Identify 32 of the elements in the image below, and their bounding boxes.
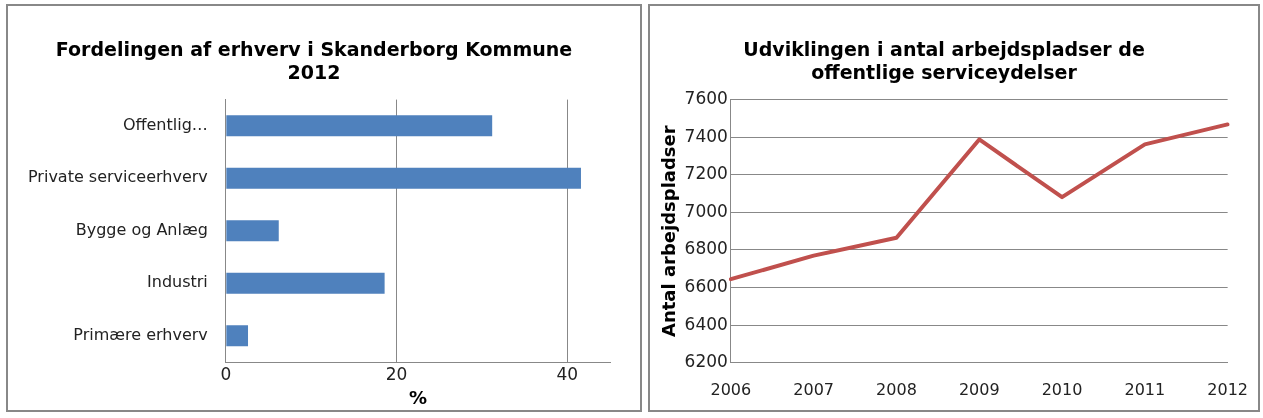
x-tick-label: 0	[220, 363, 232, 384]
x-tick-label: 40	[556, 363, 579, 384]
chart-title: Fordelingen af erhverv i Skanderborg Kommune 2012	[55, 38, 573, 84]
x-axis-title: %	[408, 386, 427, 408]
y-tick-label: 6400	[684, 313, 728, 334]
bar	[226, 325, 249, 347]
y-tick-label: Primære erhverv	[73, 324, 208, 344]
chart-title: Udviklingen i antal arbejdspladser de offentlige serviceydelser	[743, 38, 1145, 84]
x-tick-label: 2011	[1124, 379, 1166, 399]
y-tick-label: Offentlig…	[122, 115, 208, 134]
y-tick-label: 6600	[684, 276, 728, 297]
y-tick-label: 6200	[684, 351, 728, 372]
x-tick-label: 2010	[1041, 379, 1083, 399]
x-tick-label: 2008	[876, 379, 917, 399]
y-tick-label: 6800	[684, 238, 728, 259]
x-tick-label: 20	[385, 363, 408, 384]
x-tick-label: 2012	[1207, 379, 1248, 399]
y-axis-title: Antal arbejdspladser	[658, 125, 680, 338]
y-tick-label: Private serviceerhverv	[27, 167, 208, 187]
x-tick-label: 2006	[710, 379, 752, 399]
bar	[226, 115, 493, 137]
y-tick-label: 7200	[684, 163, 728, 184]
bar	[226, 167, 581, 189]
y-tick-label: 7400	[684, 125, 728, 146]
bar	[226, 272, 385, 294]
y-tick-label: 7000	[684, 200, 728, 221]
y-tick-label: Industri	[147, 272, 208, 292]
y-tick-label: 7600	[684, 88, 728, 109]
y-tick-label: Bygge og Anlæg	[75, 219, 208, 239]
bar	[226, 220, 279, 242]
x-tick-label: 2007	[793, 379, 835, 399]
x-tick-label: 2009	[958, 379, 1000, 399]
